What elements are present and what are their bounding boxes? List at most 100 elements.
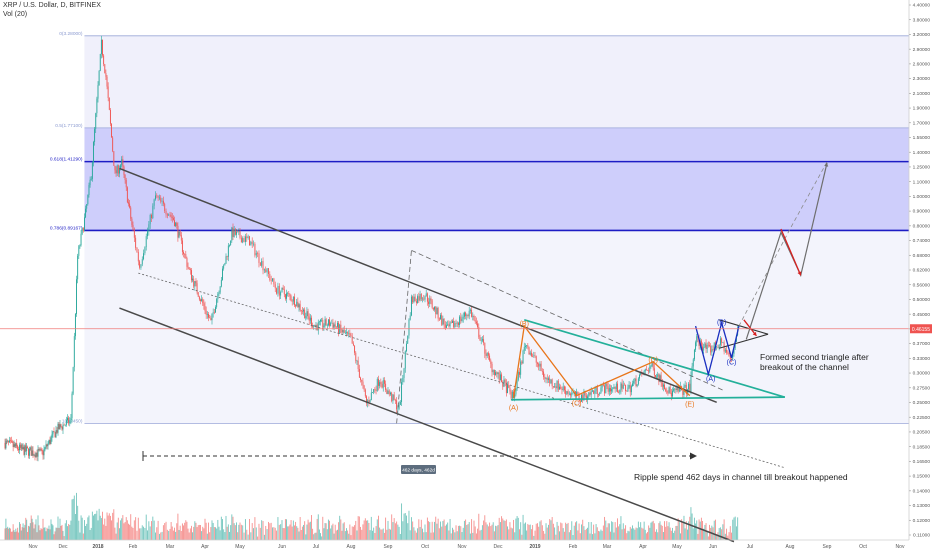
candle-body <box>14 444 16 447</box>
fib-label: 0.786(0.89167) <box>50 225 83 231</box>
volume-bar <box>535 523 537 540</box>
candle-body <box>360 377 361 380</box>
volume-bar <box>733 517 735 540</box>
candle-body <box>435 306 437 315</box>
volume-bar <box>425 532 427 540</box>
candle-body <box>39 449 41 451</box>
volume-bar <box>164 523 166 540</box>
volume-bar <box>456 531 458 540</box>
volume-bar <box>73 495 75 540</box>
volume-bar <box>193 526 195 540</box>
volume-bar <box>321 536 323 540</box>
candle-body <box>647 370 648 371</box>
volume-bar <box>538 526 540 540</box>
volume-bar <box>495 525 497 540</box>
candle-body <box>459 316 461 325</box>
volume-bar <box>143 526 145 540</box>
volume-bar <box>249 518 250 540</box>
volume-bar <box>206 533 208 540</box>
volume-bar <box>317 514 319 540</box>
candle-body <box>589 392 591 395</box>
volume-bar <box>387 520 389 540</box>
volume-bar <box>86 523 88 540</box>
time-tick-label: Nov <box>896 544 905 550</box>
volume-bar <box>452 527 453 540</box>
candle-body <box>633 381 635 384</box>
volume-bar <box>578 523 580 540</box>
volume-bar <box>691 513 693 540</box>
volume-bar <box>658 523 660 540</box>
candle-body <box>599 392 601 395</box>
volume-bar <box>608 523 610 540</box>
candle-body <box>230 240 232 246</box>
price-tick-label: 0.15000 <box>913 474 931 480</box>
candle-body <box>254 243 256 256</box>
volume-bar <box>354 525 356 540</box>
candle-body <box>534 355 536 357</box>
candle-body <box>257 253 259 254</box>
candle-body <box>688 383 690 390</box>
volume-bar <box>623 528 625 540</box>
candle-body <box>438 318 440 320</box>
volume-bar <box>24 524 26 540</box>
candle-body <box>502 382 504 387</box>
volume-bar <box>270 522 272 540</box>
candle-body <box>608 388 610 392</box>
candle-body <box>352 343 354 346</box>
volume-bar <box>520 522 522 540</box>
candle-body <box>247 236 249 239</box>
volume-bar <box>559 531 560 540</box>
volume-bar <box>368 522 370 540</box>
candle-body <box>51 434 53 438</box>
candle-body <box>729 356 731 360</box>
candle-body <box>246 236 248 239</box>
candle-body <box>414 296 416 302</box>
candle-body <box>84 217 85 231</box>
candle-body <box>399 402 401 405</box>
candle-body <box>552 386 554 387</box>
candle-body <box>637 378 639 385</box>
volume-bar <box>216 528 218 540</box>
candle-body <box>327 319 329 326</box>
candle-body <box>480 340 482 342</box>
volume-bar <box>374 532 376 540</box>
volume-bar <box>729 526 731 540</box>
volume-bar <box>284 519 286 540</box>
volume-bar <box>262 521 264 540</box>
volume-bar <box>220 516 222 540</box>
candle-body <box>424 296 426 300</box>
volume-bar <box>665 526 667 540</box>
candle-body <box>489 355 491 361</box>
candle-body <box>231 227 233 241</box>
volume-bar <box>156 527 158 540</box>
candle-body <box>340 324 342 330</box>
volume-bar <box>212 522 214 540</box>
candle-body <box>450 322 452 324</box>
volume-bar <box>82 533 84 540</box>
volume-bar <box>588 522 590 540</box>
price-tick-label: 2.30000 <box>913 76 931 82</box>
volume-bar <box>178 529 180 540</box>
volume-bar <box>232 516 234 540</box>
candle-body <box>457 322 459 325</box>
volume-bar <box>630 528 632 540</box>
candle-body <box>711 349 713 353</box>
volume-bar <box>348 533 350 540</box>
candle-body <box>132 224 134 230</box>
candle-body <box>613 386 615 388</box>
candle-body <box>436 307 438 315</box>
volume-bar <box>30 515 32 540</box>
volume-bar <box>327 519 329 540</box>
volume-bar <box>14 532 16 540</box>
volume-bar <box>205 522 207 540</box>
volume-bar <box>692 528 694 540</box>
candle-body <box>363 385 365 390</box>
candle-body <box>571 393 573 396</box>
volume-bar <box>687 529 688 540</box>
candle-body <box>690 375 692 392</box>
volume-bar <box>288 526 290 540</box>
candle-body <box>378 378 379 386</box>
volume-bar <box>141 525 143 540</box>
volume-bar <box>502 518 504 540</box>
